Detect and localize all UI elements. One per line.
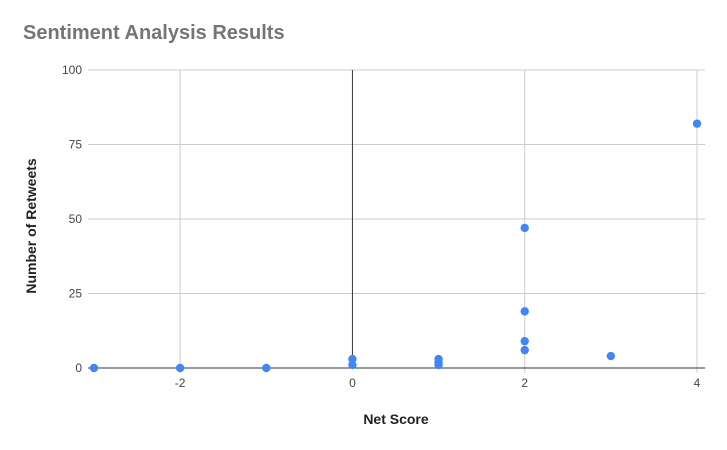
- y-tick-label: 75: [69, 138, 83, 152]
- data-point: [89, 363, 99, 373]
- data-point: [520, 345, 529, 355]
- data-point: [262, 363, 271, 373]
- data-point: [692, 119, 702, 128]
- y-tick-label: 0: [75, 361, 82, 375]
- chart-title: Sentiment Analysis Results: [23, 22, 285, 44]
- x-tick-label: 4: [694, 376, 701, 390]
- x-axis-title: Net Score: [363, 411, 429, 427]
- data-point: [348, 360, 357, 370]
- data-point: [520, 336, 529, 346]
- data-point: [175, 363, 185, 373]
- y-axis-title: Number of Retweets: [23, 158, 39, 294]
- data-point: [606, 351, 616, 361]
- y-tick-label: 100: [62, 63, 82, 77]
- data-point: [434, 354, 443, 364]
- data-point: [520, 307, 529, 316]
- data-point: [348, 354, 357, 364]
- axes: [88, 70, 705, 369]
- gridlines: [88, 69, 705, 373]
- tick-labels: 0 25 50 75 100 -2 0 2 4: [62, 63, 701, 390]
- y-tick-label: 50: [69, 212, 83, 226]
- y-tick-label: 25: [69, 287, 83, 301]
- data-point: [520, 223, 529, 233]
- x-tick-label: 0: [349, 376, 356, 390]
- x-tick-label: 2: [521, 376, 528, 390]
- data-points: [89, 119, 702, 373]
- x-tick-label: -2: [175, 376, 186, 390]
